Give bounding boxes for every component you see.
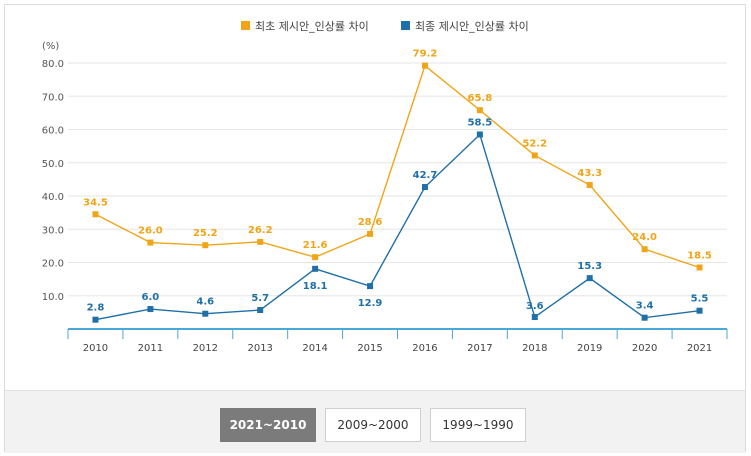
data-point: [476, 107, 483, 114]
data-label: 26.0: [138, 226, 163, 237]
data-point: [421, 62, 428, 69]
legend-label-2: 최종 제시안_인상률 차이: [415, 20, 529, 33]
data-label: 18.5: [687, 250, 712, 261]
legend-swatch-2: [401, 21, 410, 30]
period-button-2009-2000[interactable]: 2009~2000: [325, 408, 421, 442]
y-tick-label: 50.0: [42, 159, 64, 170]
y-tick-label: 40.0: [42, 192, 64, 203]
data-label: 18.1: [303, 281, 328, 292]
legend: 최초 제시안_인상률 차이 최종 제시안_인상률 차이: [241, 20, 529, 33]
data-point: [147, 306, 154, 313]
data-point: [257, 238, 264, 245]
series-lines: [92, 62, 703, 323]
data-label: 25.2: [193, 228, 218, 239]
data-label: 28.6: [358, 217, 383, 228]
data-labels: 34.5 26.0 25.2 26.2 21.6 28.6 79.2 65.8 52.2 43.3…: [83, 49, 712, 314]
data-point: [476, 131, 483, 138]
data-point: [367, 230, 374, 237]
x-tick-label: 2021: [687, 343, 712, 354]
data-point: [202, 242, 209, 249]
data-label: 2.8: [87, 303, 105, 314]
series-line-2: [95, 133, 700, 321]
x-tick-label: 2015: [357, 343, 382, 354]
x-tick-label: 2016: [412, 343, 437, 354]
x-tick-label: 2017: [467, 343, 492, 354]
data-point: [92, 211, 99, 218]
data-label: 58.5: [468, 117, 493, 128]
data-label: 5.7: [251, 293, 269, 304]
axes: 10.0 20.0 30.0 40.0 50.0 60.0 70.0 80.0 (%) 2010 2…: [42, 41, 728, 354]
data-label: 15.3: [577, 261, 602, 272]
data-point: [257, 307, 264, 314]
y-tick-label: 10.0: [42, 292, 64, 303]
data-point: [531, 152, 538, 159]
data-point: [312, 265, 319, 272]
y-tick-label: 80.0: [42, 59, 64, 70]
y-tick-label: 30.0: [42, 225, 64, 236]
period-selector: 2021~2010 2009~2000 1999~1990: [5, 390, 745, 453]
data-point: [147, 239, 154, 246]
y-tick-label: 60.0: [42, 126, 64, 137]
data-label: 4.6: [196, 297, 214, 308]
y-tick-label: 20.0: [42, 259, 64, 270]
data-point: [641, 314, 648, 321]
x-tick-label: 2010: [83, 343, 108, 354]
x-tick-label: 2011: [138, 343, 163, 354]
data-point: [696, 264, 703, 271]
x-tick-label: 2018: [522, 343, 547, 354]
x-tick-label: 2020: [632, 343, 657, 354]
chart-frame: 10.0 20.0 30.0 40.0 50.0 60.0 70.0 80.0 (%) 2010 2…: [4, 4, 746, 453]
y-axis-unit: (%): [42, 41, 59, 52]
data-label: 34.5: [83, 197, 108, 208]
data-point: [421, 184, 428, 191]
data-label: 52.2: [522, 138, 547, 149]
data-label: 5.5: [691, 294, 709, 305]
data-point: [202, 310, 209, 317]
data-point: [641, 246, 648, 253]
data-point: [92, 316, 99, 323]
y-tick-label: 70.0: [42, 92, 64, 103]
legend-label-1: 최초 제시안_인상률 차이: [255, 20, 369, 33]
data-label: 43.3: [577, 168, 602, 179]
data-label: 21.6: [303, 240, 328, 251]
period-button-2021-2010[interactable]: 2021~2010: [220, 408, 316, 442]
legend-swatch-1: [241, 21, 250, 30]
x-tick-label: 2014: [302, 343, 327, 354]
data-label: 42.7: [413, 170, 438, 181]
grid-lines: [68, 62, 727, 297]
x-tick-label: 2012: [193, 343, 218, 354]
data-label: 3.4: [636, 301, 654, 312]
data-point: [367, 283, 374, 290]
data-label: 79.2: [413, 49, 438, 60]
data-point: [312, 254, 319, 261]
data-point: [696, 307, 703, 314]
x-tick-label: 2019: [577, 343, 602, 354]
x-tick-label: 2013: [247, 343, 272, 354]
data-label: 6.0: [142, 292, 160, 303]
data-label: 3.6: [526, 301, 544, 312]
data-label: 65.8: [468, 93, 493, 104]
data-label: 26.2: [248, 225, 273, 236]
data-point: [531, 314, 538, 321]
data-label: 24.0: [632, 232, 657, 243]
data-label: 12.9: [358, 298, 383, 309]
period-button-1999-1990[interactable]: 1999~1990: [430, 408, 526, 442]
data-point: [586, 182, 593, 189]
line-chart: 10.0 20.0 30.0 40.0 50.0 60.0 70.0 80.0 (%) 2010 2…: [42, 20, 728, 354]
series-line-1: [95, 64, 700, 269]
data-point: [586, 275, 593, 282]
